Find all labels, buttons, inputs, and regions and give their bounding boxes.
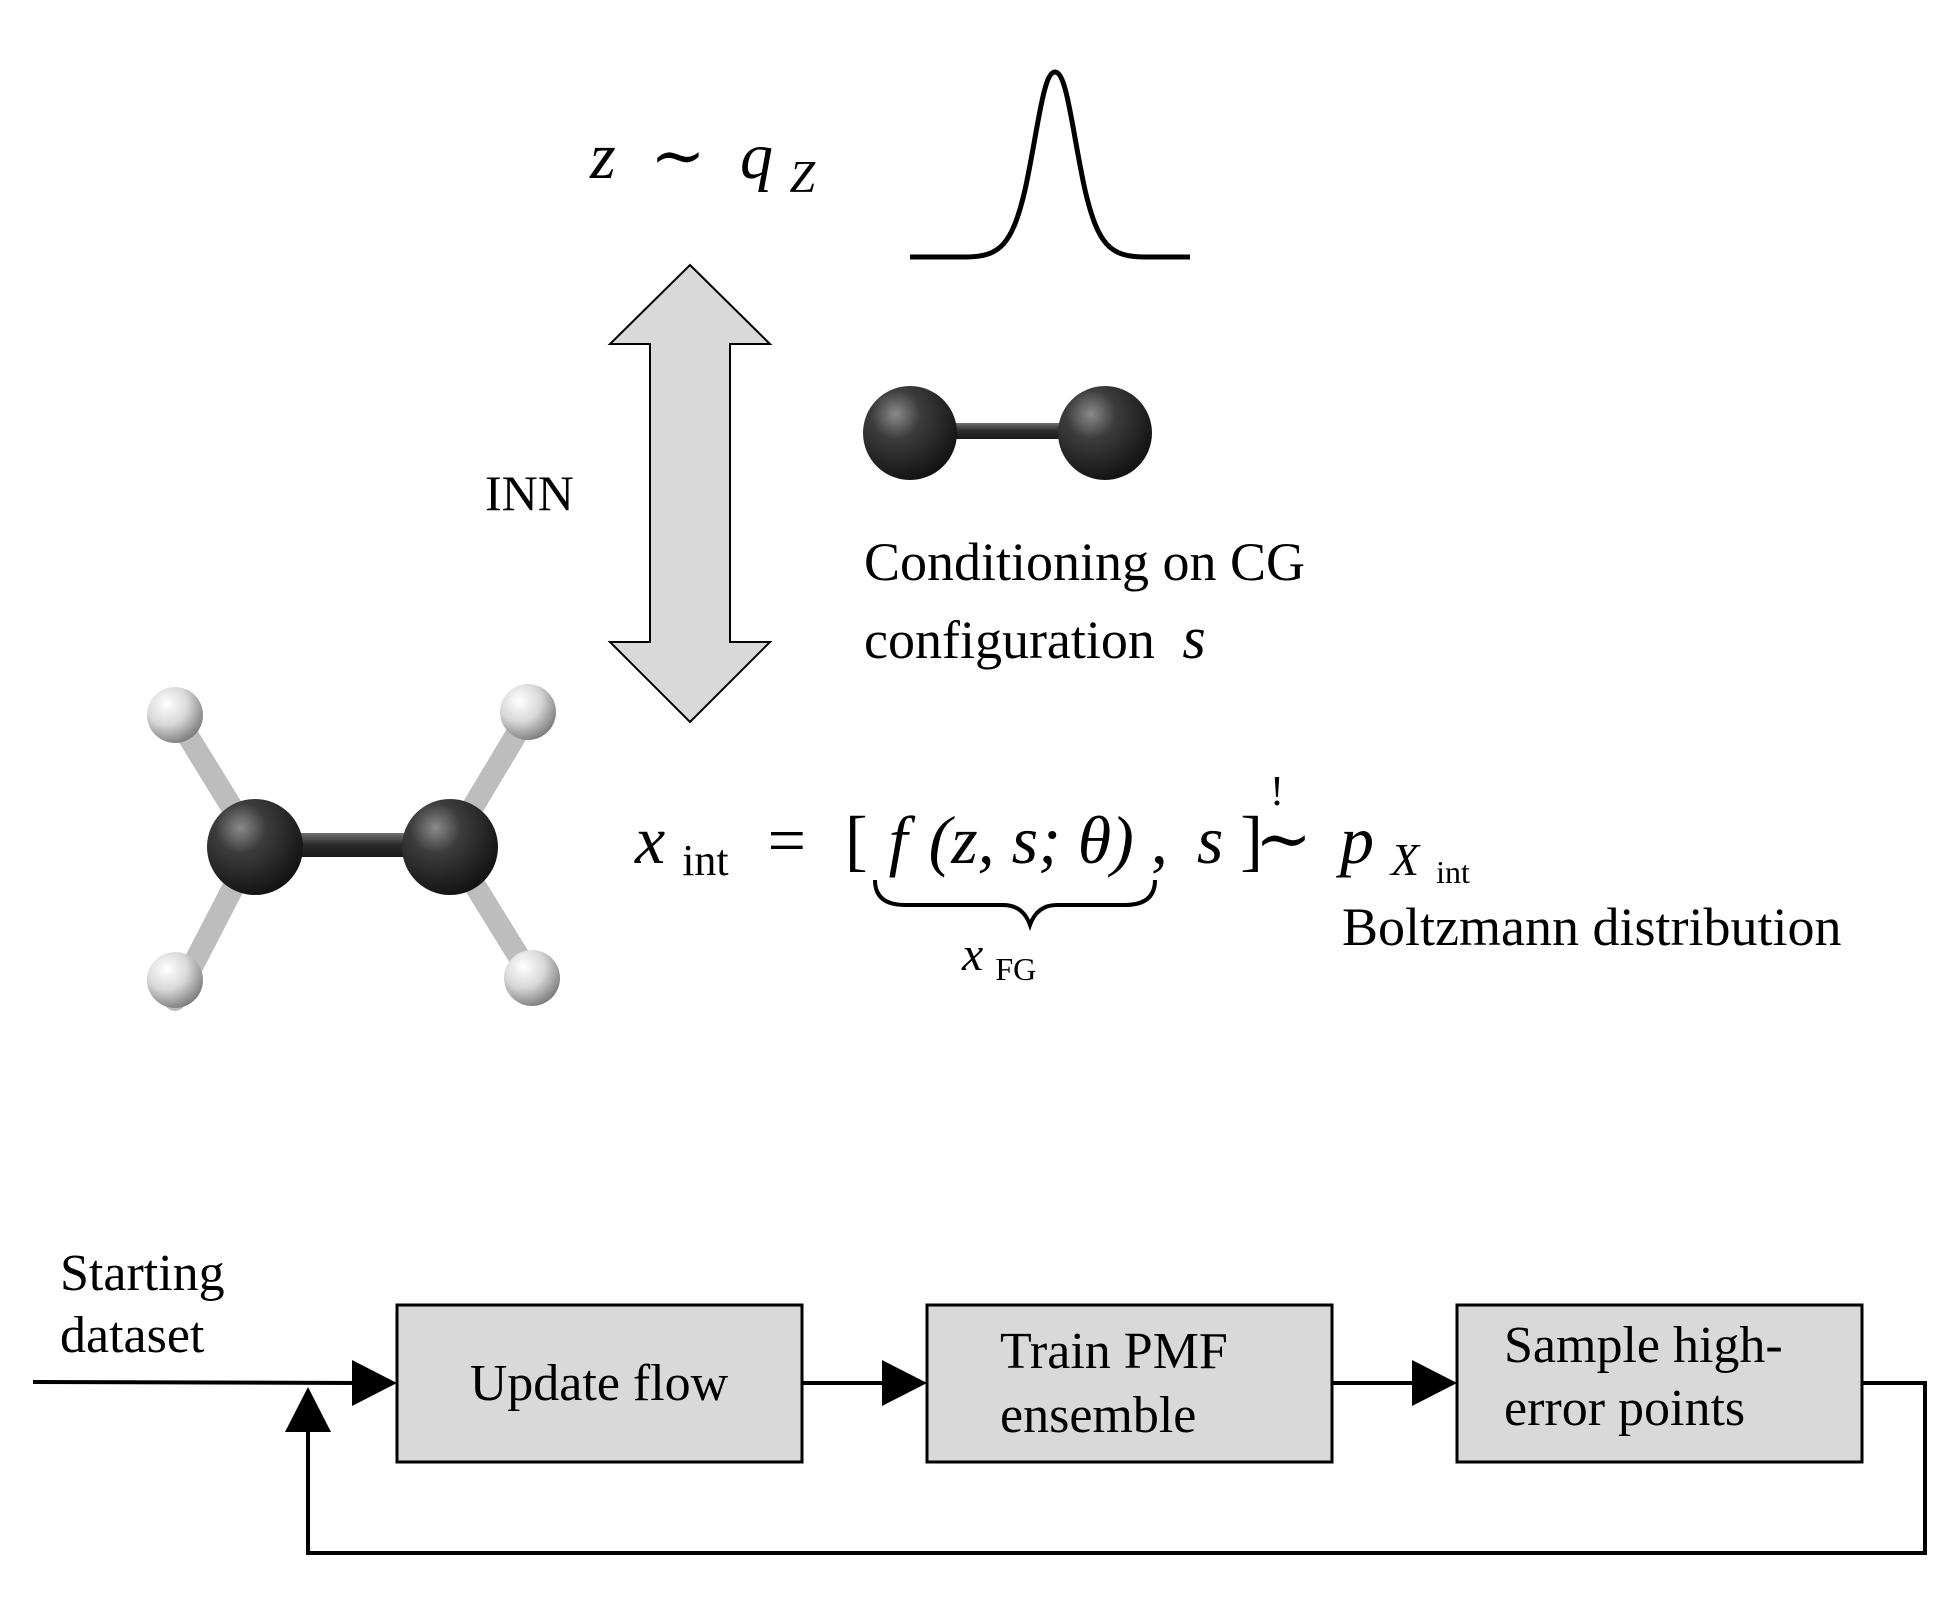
boltzmann-label: Boltzmann distribution: [1342, 897, 1841, 957]
cg-text-line2: configuration s: [864, 605, 1206, 671]
brace-label: x FG: [961, 928, 1036, 987]
latent-equation: z ∼ q Z: [589, 120, 816, 202]
arrowhead-into-box3: [1412, 1360, 1457, 1406]
arrowhead-into-box2: [882, 1360, 927, 1406]
start-label-line2: dataset: [60, 1307, 205, 1364]
inn-double-arrow: [607, 263, 773, 724]
box-sample-high-error: [1455, 1303, 1864, 1464]
box1-label: Update flow: [470, 1355, 729, 1412]
box3-label-line1: Sample high-: [1504, 1317, 1783, 1374]
box-train-pmf: [925, 1303, 1334, 1464]
flowchart: [32, 1303, 1927, 1555]
feedback-loop: [306, 1381, 1927, 1555]
equation-rhs: p X int: [1336, 802, 1470, 890]
arrowhead-feedback: [285, 1387, 331, 1432]
cg-text-line1: Conditioning on CG: [864, 532, 1305, 592]
box2-label-line1: Train PMF: [1000, 1323, 1228, 1380]
arrowhead-into-box1: [352, 1360, 397, 1406]
gaussian-curve: [910, 69, 1190, 260]
main-equation: x int = [ f (z, s; θ) , s ]: [634, 802, 1263, 890]
box2-label-line2: ensemble: [1000, 1387, 1196, 1444]
inn-label: INN: [485, 465, 574, 521]
equation-tilde: ∼: [1255, 801, 1312, 877]
underbrace: [873, 879, 1157, 932]
equation-excl-mark: !: [1270, 769, 1284, 815]
start-label-line1: Starting: [60, 1245, 225, 1302]
ethylene-molecule: [147, 684, 560, 1011]
box-update-flow: [395, 1303, 804, 1464]
cg-molecule: [863, 386, 1152, 480]
box3-label-line2: error points: [1504, 1380, 1745, 1437]
